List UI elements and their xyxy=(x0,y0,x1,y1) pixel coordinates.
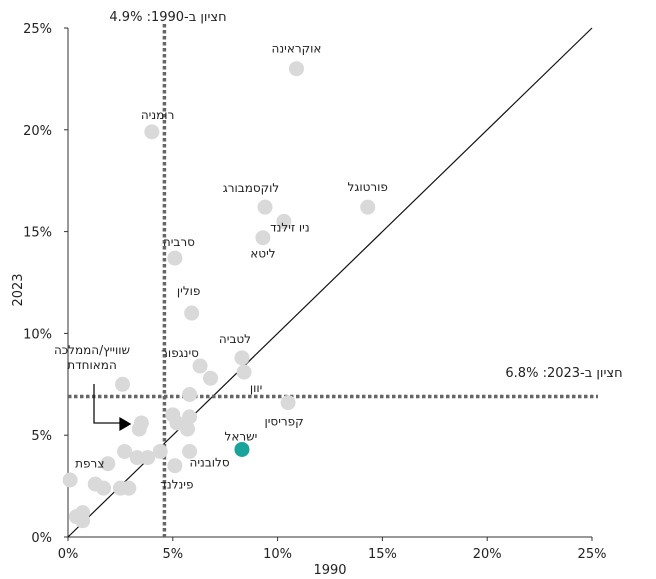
data-point xyxy=(360,199,376,215)
point-label: סינגפור xyxy=(161,346,199,360)
point-label: קפריסין xyxy=(264,415,303,429)
data-point xyxy=(288,61,304,77)
data-point xyxy=(192,358,208,374)
data-point xyxy=(179,421,195,437)
point-label: ליטא xyxy=(250,247,275,261)
data-point xyxy=(96,480,112,496)
x-tick-label: 25% xyxy=(578,547,607,562)
data-point xyxy=(167,458,183,474)
callout-arrow-head xyxy=(119,416,132,431)
point-label: ניו זילנד xyxy=(270,220,310,234)
y-axis-title: 2023 xyxy=(11,273,26,306)
data-point xyxy=(257,199,273,215)
y-tick-label: 0% xyxy=(31,531,52,546)
point-label: פורטוגל xyxy=(348,180,388,194)
point-label: יוון xyxy=(250,381,263,395)
data-point xyxy=(62,472,78,488)
data-point xyxy=(280,395,296,411)
data-point xyxy=(121,480,137,496)
y-tick-label: 5% xyxy=(31,429,52,444)
x-tick-label: 20% xyxy=(473,547,502,562)
data-point-highlight xyxy=(234,441,250,457)
y-tick-label: 25% xyxy=(23,22,52,37)
point-label: סלובניה xyxy=(189,455,229,469)
data-point xyxy=(276,213,292,229)
y-tick-label: 20% xyxy=(23,124,52,139)
data-point xyxy=(75,513,91,529)
point-label: סרביה xyxy=(163,235,195,249)
data-point xyxy=(144,124,160,140)
x-tick-label: 15% xyxy=(368,547,397,562)
point-label: לטביה xyxy=(219,332,251,346)
point-label: אוקראינה xyxy=(271,42,321,56)
y-tick-label: 10% xyxy=(23,327,52,342)
point-label: פולין xyxy=(177,284,201,298)
data-point xyxy=(182,409,198,425)
x-tick-label: 0% xyxy=(58,547,79,562)
x-tick-label: 10% xyxy=(263,547,292,562)
median-1990-label: חציון ב-1990: 4.9% xyxy=(109,10,226,25)
point-label: רומניה xyxy=(141,108,175,122)
callout-arrow-line xyxy=(93,384,124,424)
x-tick-label: 5% xyxy=(162,547,183,562)
callout-label: שווייץ/הממלכה המאוחדת xyxy=(54,343,130,372)
point-label: לוקסמבורג xyxy=(223,181,279,195)
data-point xyxy=(100,456,116,472)
x-axis-title: 1990 xyxy=(313,563,346,578)
data-point xyxy=(184,305,200,321)
data-point xyxy=(203,370,219,386)
median-2023-label: חציון ב-2023: 6.8% xyxy=(505,366,622,381)
data-point xyxy=(255,230,271,246)
data-point xyxy=(117,443,133,459)
data-point xyxy=(114,376,130,392)
point-label: ישראל xyxy=(225,429,258,443)
data-point xyxy=(167,250,183,266)
data-point xyxy=(234,350,250,366)
data-points xyxy=(62,61,376,529)
y-tick-label: 15% xyxy=(23,226,52,241)
data-point xyxy=(182,443,198,459)
data-point xyxy=(129,450,145,466)
callout-label-line: שווייץ/הממלכה xyxy=(54,343,130,357)
data-point xyxy=(140,450,156,466)
data-point xyxy=(152,443,168,459)
point-labels: אוקראינה רומניה פורטוגל לוקסמבורג ניו זילנד ל… xyxy=(54,42,388,492)
point-label: צרפת xyxy=(75,457,104,471)
point-label: פינלנד xyxy=(160,478,193,492)
data-point xyxy=(131,421,147,437)
data-point xyxy=(236,364,252,380)
axes: 0% 5% 10% 15% 20% 25% 0% 5% 10% 15% 20% 25% xyxy=(23,22,606,562)
callout-label-line: המאוחדת xyxy=(67,358,117,372)
data-point xyxy=(182,386,198,402)
